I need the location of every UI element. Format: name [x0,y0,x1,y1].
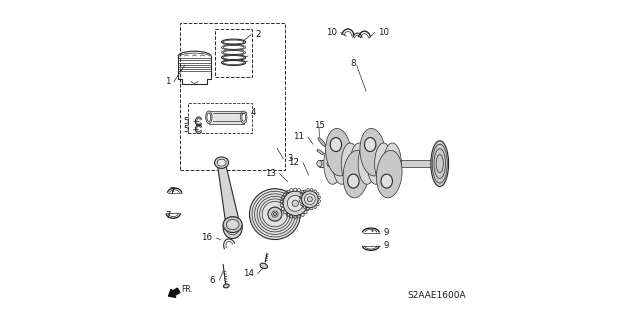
Circle shape [292,200,298,206]
Ellipse shape [431,141,449,187]
Ellipse shape [383,143,401,184]
Polygon shape [218,164,239,223]
Ellipse shape [333,143,351,184]
Bar [209,111,244,123]
Circle shape [307,197,312,202]
Text: 4: 4 [250,108,255,117]
Text: FR.: FR. [181,285,193,294]
Text: 5: 5 [183,117,189,126]
Circle shape [305,194,316,204]
Bar [215,29,252,77]
Text: 6: 6 [210,276,215,285]
Text: 8: 8 [351,59,356,68]
Ellipse shape [217,159,226,166]
Circle shape [438,174,440,176]
Text: 9: 9 [383,228,389,237]
Ellipse shape [360,129,385,176]
Circle shape [437,154,439,156]
Ellipse shape [223,284,229,288]
Text: 12: 12 [289,158,300,167]
Ellipse shape [358,143,376,184]
Ellipse shape [381,174,392,188]
Circle shape [439,151,441,153]
Text: 9: 9 [383,241,389,250]
Text: 2: 2 [255,30,260,39]
Ellipse shape [330,137,342,152]
Ellipse shape [348,174,359,188]
Text: 7: 7 [165,211,171,219]
Ellipse shape [318,137,326,146]
Ellipse shape [326,129,351,176]
Text: 15: 15 [314,121,324,130]
Text: 5: 5 [183,125,189,134]
Ellipse shape [376,150,402,198]
Circle shape [283,191,307,215]
Text: 10: 10 [378,28,390,37]
FancyArrow shape [168,288,180,297]
Ellipse shape [227,219,239,230]
Circle shape [273,212,276,216]
Ellipse shape [367,143,385,184]
Text: 13: 13 [265,169,276,178]
Ellipse shape [343,150,369,198]
Ellipse shape [341,143,359,184]
Circle shape [287,196,303,211]
Ellipse shape [227,221,239,235]
Circle shape [436,166,438,168]
Circle shape [440,171,442,173]
Ellipse shape [374,143,392,184]
Circle shape [441,159,443,161]
Text: 7: 7 [169,187,175,196]
Ellipse shape [223,217,242,233]
Circle shape [268,207,282,221]
Text: S2AAE1600A: S2AAE1600A [407,291,466,300]
Ellipse shape [241,111,247,123]
Text: 11: 11 [293,132,304,141]
Text: 3: 3 [287,154,292,163]
Circle shape [272,211,278,217]
Bar [317,149,324,155]
Bar [188,103,252,132]
Text: 16: 16 [202,233,212,242]
Circle shape [250,189,300,240]
Ellipse shape [364,137,376,152]
Ellipse shape [214,157,228,168]
Ellipse shape [260,263,268,269]
Ellipse shape [223,217,242,239]
Ellipse shape [327,160,332,167]
Text: 1: 1 [164,77,170,86]
Ellipse shape [242,113,246,122]
Bar [320,160,439,167]
Bar [180,23,285,170]
Ellipse shape [350,143,368,184]
Text: 10: 10 [326,28,337,37]
Bar [319,160,330,167]
Ellipse shape [207,113,211,122]
Ellipse shape [317,160,322,167]
Text: 14: 14 [243,269,253,278]
Ellipse shape [205,111,212,123]
Ellipse shape [324,143,342,184]
Circle shape [301,191,318,207]
